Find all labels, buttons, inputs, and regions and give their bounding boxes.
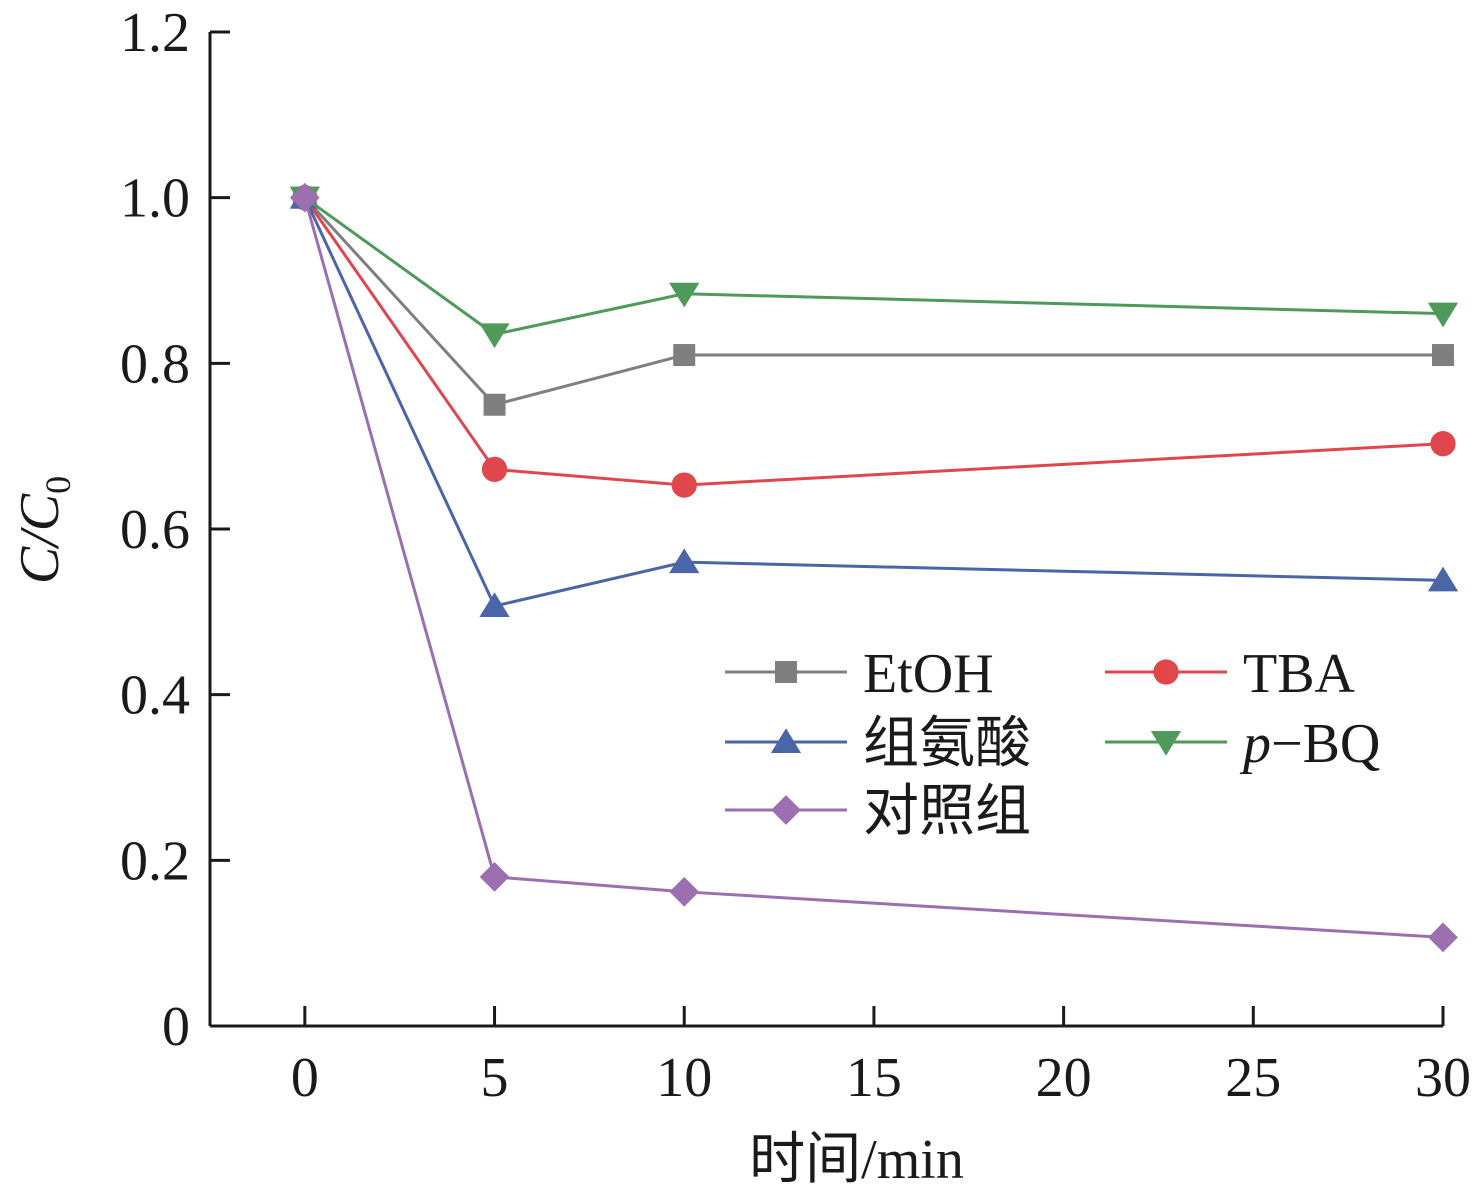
- legend-item: p−BQ: [1105, 713, 1380, 775]
- axis-titles: 时间/min C/C0: [9, 476, 964, 1191]
- y-tick-label: 0: [162, 996, 190, 1058]
- y-tick-label: 0.8: [120, 333, 190, 395]
- legend-label: TBA: [1243, 643, 1356, 705]
- marker-triangle-up: [479, 592, 510, 618]
- series-circle: [292, 185, 1456, 498]
- legend-label: EtOH: [863, 643, 994, 705]
- marker-circle: [671, 472, 697, 498]
- x-tick-label: 25: [1225, 1047, 1281, 1109]
- marker-circle: [1430, 431, 1456, 457]
- legend-label: p−BQ: [1239, 713, 1380, 775]
- legend-label: 对照组: [863, 781, 1031, 843]
- marker-diamond: [771, 795, 801, 825]
- x-tick-label: 20: [1036, 1047, 1092, 1109]
- marker-triangle-up: [770, 728, 802, 753]
- marker-triangle-down: [669, 282, 700, 308]
- marker-triangle-down: [1427, 302, 1459, 328]
- marker-square: [775, 661, 797, 683]
- series-group: [289, 182, 1459, 953]
- legend-label: 组氨酸: [863, 713, 1031, 775]
- y-tick-label: 0.2: [120, 830, 190, 892]
- series-line: [303, 197, 1444, 608]
- legend-item: TBA: [1105, 643, 1356, 705]
- marker-diamond: [1428, 922, 1458, 953]
- marker-square: [1432, 344, 1454, 367]
- legend-item: 组氨酸: [725, 713, 1031, 775]
- x-tick-label: 30: [1415, 1047, 1471, 1109]
- marker-diamond: [479, 862, 510, 892]
- series-triangle-up: [289, 183, 1459, 618]
- marker-triangle-down: [479, 323, 510, 349]
- marker-diamond: [289, 182, 320, 213]
- x-tick-label: 0: [291, 1047, 319, 1109]
- series-line: [303, 196, 1443, 407]
- y-tick-label: 1.0: [120, 168, 190, 230]
- marker-circle: [1153, 659, 1179, 685]
- x-axis-title: 时间/min: [749, 1129, 964, 1191]
- series-line: [303, 196, 1444, 336]
- series-line: [303, 196, 1444, 487]
- marker-circle: [481, 456, 508, 483]
- y-axis-title: C/C0: [9, 476, 78, 584]
- y-tick-label: 0.6: [120, 499, 190, 561]
- x-tick-label: 15: [846, 1047, 902, 1109]
- marker-triangle-down: [1150, 731, 1182, 756]
- marker-triangle-up: [669, 548, 700, 574]
- legend-item: EtOH: [725, 643, 994, 705]
- x-tick-label: 10: [656, 1047, 712, 1109]
- x-tick-label: 5: [481, 1047, 509, 1109]
- y-tick-label: 1.2: [120, 2, 190, 64]
- y-tick-label: 0.4: [120, 665, 190, 727]
- legend: EtOH TBA 组氨酸 p−BQ 对照组: [725, 643, 1380, 843]
- series-square: [293, 186, 1454, 416]
- series-triangle-down: [289, 186, 1459, 349]
- series-line: [303, 197, 1444, 939]
- marker-square: [483, 393, 506, 416]
- axes: 0 0.2 0.4 0.6 0.8 1.0 1.2 0 5 10 15 20 25 30: [120, 2, 1471, 1109]
- marker-diamond: [669, 876, 700, 907]
- marker-square: [673, 344, 696, 367]
- legend-item: 对照组: [725, 781, 1031, 843]
- marker-triangle-up: [1427, 566, 1459, 592]
- series-diamond: [289, 182, 1458, 953]
